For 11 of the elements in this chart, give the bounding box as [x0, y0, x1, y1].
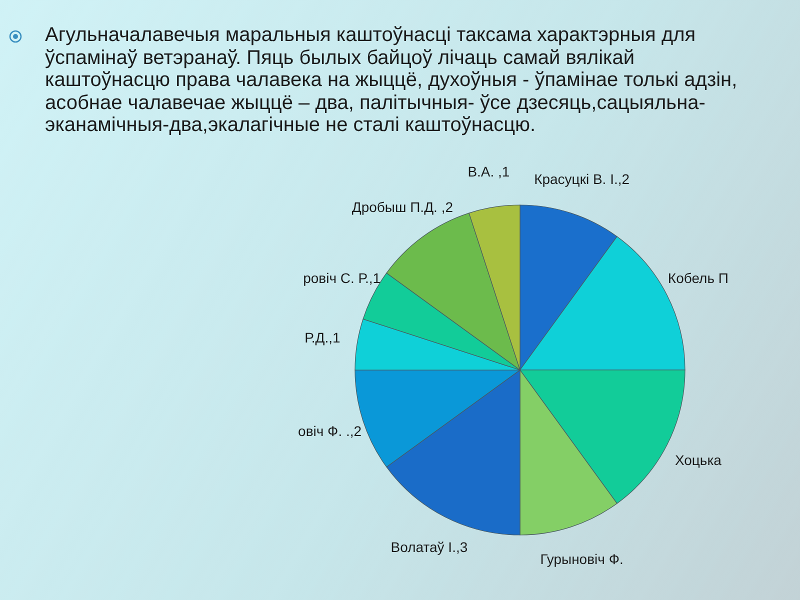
- chart-title: Агульначалавечыя маральныя каштоўнасці таксама характэрныя для ўспамінаў ветэранаў. Пяць былых байцоў лічаць самай вялікай каштоўнасцю права чалавека на жыццё, духоўныя - ўпамінае толькі адзін, асобнае чалавечае жыццё – два, палітычныя- ўсе дзесяць,сацыяльна-эканамічныя-два,экалагічные не сталі каштоўнасцю.: [45, 24, 738, 136]
- slice-label: Волатаў І.,3: [390, 539, 468, 556]
- slice-label: овіч Ф. .,2: [298, 422, 362, 439]
- slice-label: Гурыновіч Ф.: [540, 551, 624, 568]
- slice-label: Кобель П: [668, 270, 728, 286]
- slice-label: В.А. ,1: [468, 163, 510, 180]
- slice-label: Р.Д.,1: [304, 330, 340, 346]
- slice-label: Красуцкі В. І.,2: [534, 170, 630, 187]
- slice-label: ровіч С. Р.,1: [303, 270, 381, 286]
- slice-label: Хоцька: [674, 452, 722, 468]
- slice-label: Дробыш П.Д. ,2: [352, 199, 454, 216]
